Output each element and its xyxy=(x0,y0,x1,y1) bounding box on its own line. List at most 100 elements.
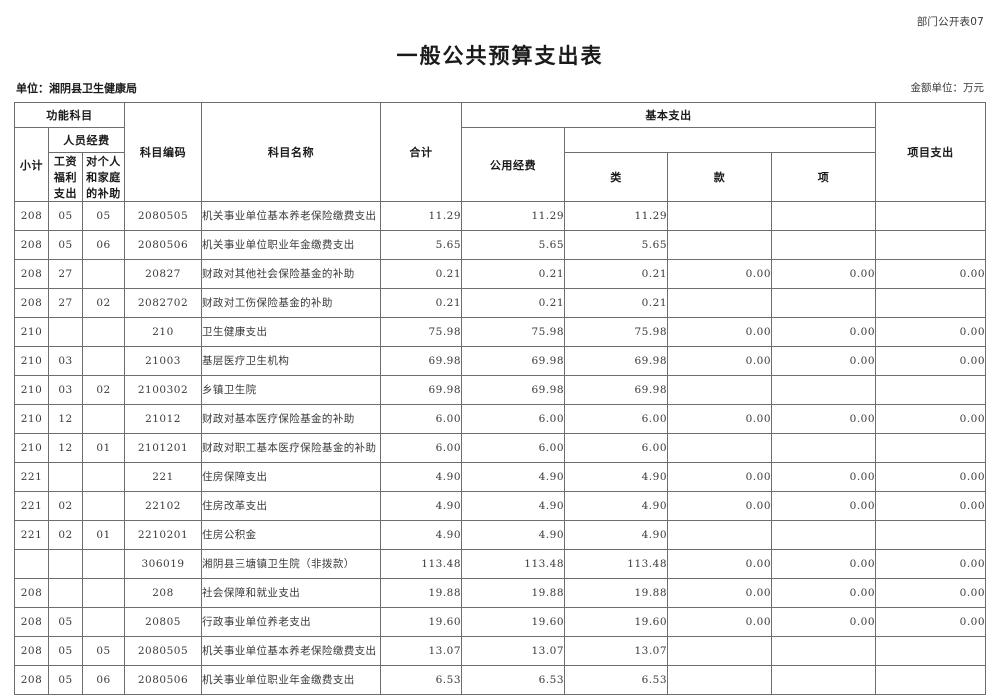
cell-subject-code: 21012 xyxy=(124,404,203,434)
cell-project-expenditure xyxy=(875,288,987,318)
cell-section: 05 xyxy=(48,201,83,231)
cell-subsidy-individual-family xyxy=(667,665,773,695)
cell-subtotal: 6.53 xyxy=(461,665,566,695)
table-row: 210 12 21012 财政对基本医疗保险基金的补助 6.00 6.00 6.00 0.00… xyxy=(14,404,987,434)
table-row: 208 208 社会保障和就业支出 19.88 19.88 19.88 0.00 0.00 0.… xyxy=(14,578,987,608)
cell-subsidy-individual-family xyxy=(667,288,773,318)
cell-project-expenditure: 0.00 xyxy=(875,462,987,492)
cell-subsidy-individual-family: 0.00 xyxy=(667,404,773,434)
cell-subtotal: 0.21 xyxy=(461,288,566,318)
cell-subtotal: 4.90 xyxy=(461,462,566,492)
cell-public-funds: 0.00 xyxy=(771,578,877,608)
cell-subject-code: 2080505 xyxy=(124,636,203,666)
table-row: 210 03 21003 基层医疗卫生机构 69.98 69.98 69.98 0.00 0.0… xyxy=(14,346,987,376)
cell-salary-welfare: 113.48 xyxy=(564,549,669,579)
cell-subject-code: 208 xyxy=(124,578,203,608)
cell-class: 210 xyxy=(14,317,49,347)
cell-subject-name: 乡镇卫生院 xyxy=(201,375,382,405)
cell-subtotal: 75.98 xyxy=(461,317,566,347)
cell-subsidy-individual-family: 0.00 xyxy=(667,491,773,521)
cell-subject-name: 财政对其他社会保险基金的补助 xyxy=(201,259,382,289)
cell-section: 12 xyxy=(48,404,83,434)
cell-total: 69.98 xyxy=(380,346,463,376)
cell-project-expenditure: 0.00 xyxy=(875,607,987,637)
cell-subtotal: 13.07 xyxy=(461,636,566,666)
cell-subsidy-individual-family xyxy=(667,636,773,666)
amount-unit-label: 金额单位：万元 xyxy=(910,82,985,94)
cell-total: 6.00 xyxy=(380,404,463,434)
cell-section: 12 xyxy=(48,433,83,463)
cell-subsidy-individual-family xyxy=(667,433,773,463)
cell-public-funds: 0.00 xyxy=(771,607,877,637)
cell-public-funds xyxy=(771,230,877,260)
cell-salary-welfare: 5.65 xyxy=(564,230,669,260)
cell-subject-name: 卫生健康支出 xyxy=(201,317,382,347)
cell-salary-welfare: 6.53 xyxy=(564,665,669,695)
cell-subject-name: 机关事业单位基本养老保险缴费支出 xyxy=(201,201,382,231)
cell-item xyxy=(81,259,126,289)
cell-class: 221 xyxy=(14,462,49,492)
cell-project-expenditure xyxy=(875,201,987,231)
table-row: 306019 湘阴县三塘镇卫生院（非拨款） 113.48 113.48 113.48 0.… xyxy=(14,549,987,579)
th-subsidy-individual-family: 对个人和家庭的补助 xyxy=(81,152,126,202)
cell-total: 0.21 xyxy=(380,288,463,318)
cell-section: 05 xyxy=(48,607,83,637)
cell-section: 05 xyxy=(48,665,83,695)
cell-subject-code: 2101201 xyxy=(124,433,203,463)
cell-total: 19.88 xyxy=(380,578,463,608)
cell-subject-code: 2082702 xyxy=(124,288,203,318)
th-subtotal: 小计 xyxy=(14,127,49,202)
cell-subtotal: 69.98 xyxy=(461,346,566,376)
th-personnel-funds: 人员经费 xyxy=(47,127,126,153)
cell-subject-name: 行政事业单位养老支出 xyxy=(201,607,382,637)
th-class: 类 xyxy=(564,152,669,202)
cell-class: 208 xyxy=(14,636,49,666)
cell-total: 4.90 xyxy=(380,491,463,521)
cell-subject-name: 住房公积金 xyxy=(201,520,382,550)
cell-class: 208 xyxy=(14,288,49,318)
unit-label: 单位：湘阴县卫生健康局 xyxy=(16,82,137,95)
cell-section: 05 xyxy=(48,636,83,666)
cell-subtotal: 4.90 xyxy=(461,520,566,550)
cell-total: 11.29 xyxy=(380,201,463,231)
cell-item: 02 xyxy=(81,375,126,405)
cell-total: 19.60 xyxy=(380,607,463,637)
cell-subject-name: 财政对工伤保险基金的补助 xyxy=(201,288,382,318)
th-subject-code: 科目编码 xyxy=(124,102,203,202)
table-row: 210 03 02 2100302 乡镇卫生院 69.98 69.98 69.98 xyxy=(14,375,987,405)
th-public-funds: 公用经费 xyxy=(461,127,566,202)
cell-salary-welfare: 4.90 xyxy=(564,520,669,550)
cell-item xyxy=(81,404,126,434)
cell-subsidy-individual-family xyxy=(667,375,773,405)
cell-item: 06 xyxy=(81,665,126,695)
cell-subject-name: 财政对职工基本医疗保险基金的补助 xyxy=(201,433,382,463)
cell-item xyxy=(81,346,126,376)
cell-class: 208 xyxy=(14,665,49,695)
cell-salary-welfare: 0.21 xyxy=(564,288,669,318)
cell-subsidy-individual-family: 0.00 xyxy=(667,549,773,579)
cell-project-expenditure: 0.00 xyxy=(875,259,987,289)
cell-project-expenditure xyxy=(875,636,987,666)
cell-salary-welfare: 19.60 xyxy=(564,607,669,637)
cell-subsidy-individual-family: 0.00 xyxy=(667,346,773,376)
cell-subject-code: 22102 xyxy=(124,491,203,521)
cell-subject-code: 2080506 xyxy=(124,230,203,260)
cell-project-expenditure: 0.00 xyxy=(875,549,987,579)
cell-subject-code: 2080505 xyxy=(124,201,203,231)
th-section: 款 xyxy=(667,152,773,202)
cell-subject-name: 社会保障和就业支出 xyxy=(201,578,382,608)
cell-section: 03 xyxy=(48,346,83,376)
cell-item: 01 xyxy=(81,433,126,463)
cell-total: 0.21 xyxy=(380,259,463,289)
cell-public-funds: 0.00 xyxy=(771,259,877,289)
cell-class: 210 xyxy=(14,404,49,434)
cell-project-expenditure xyxy=(875,665,987,695)
cell-salary-welfare: 0.21 xyxy=(564,259,669,289)
cell-subject-name: 住房保障支出 xyxy=(201,462,382,492)
cell-salary-welfare: 4.90 xyxy=(564,462,669,492)
cell-subtotal: 113.48 xyxy=(461,549,566,579)
cell-total: 69.98 xyxy=(380,375,463,405)
cell-subsidy-individual-family: 0.00 xyxy=(667,317,773,347)
cell-subject-name: 基层医疗卫生机构 xyxy=(201,346,382,376)
cell-public-funds xyxy=(771,636,877,666)
